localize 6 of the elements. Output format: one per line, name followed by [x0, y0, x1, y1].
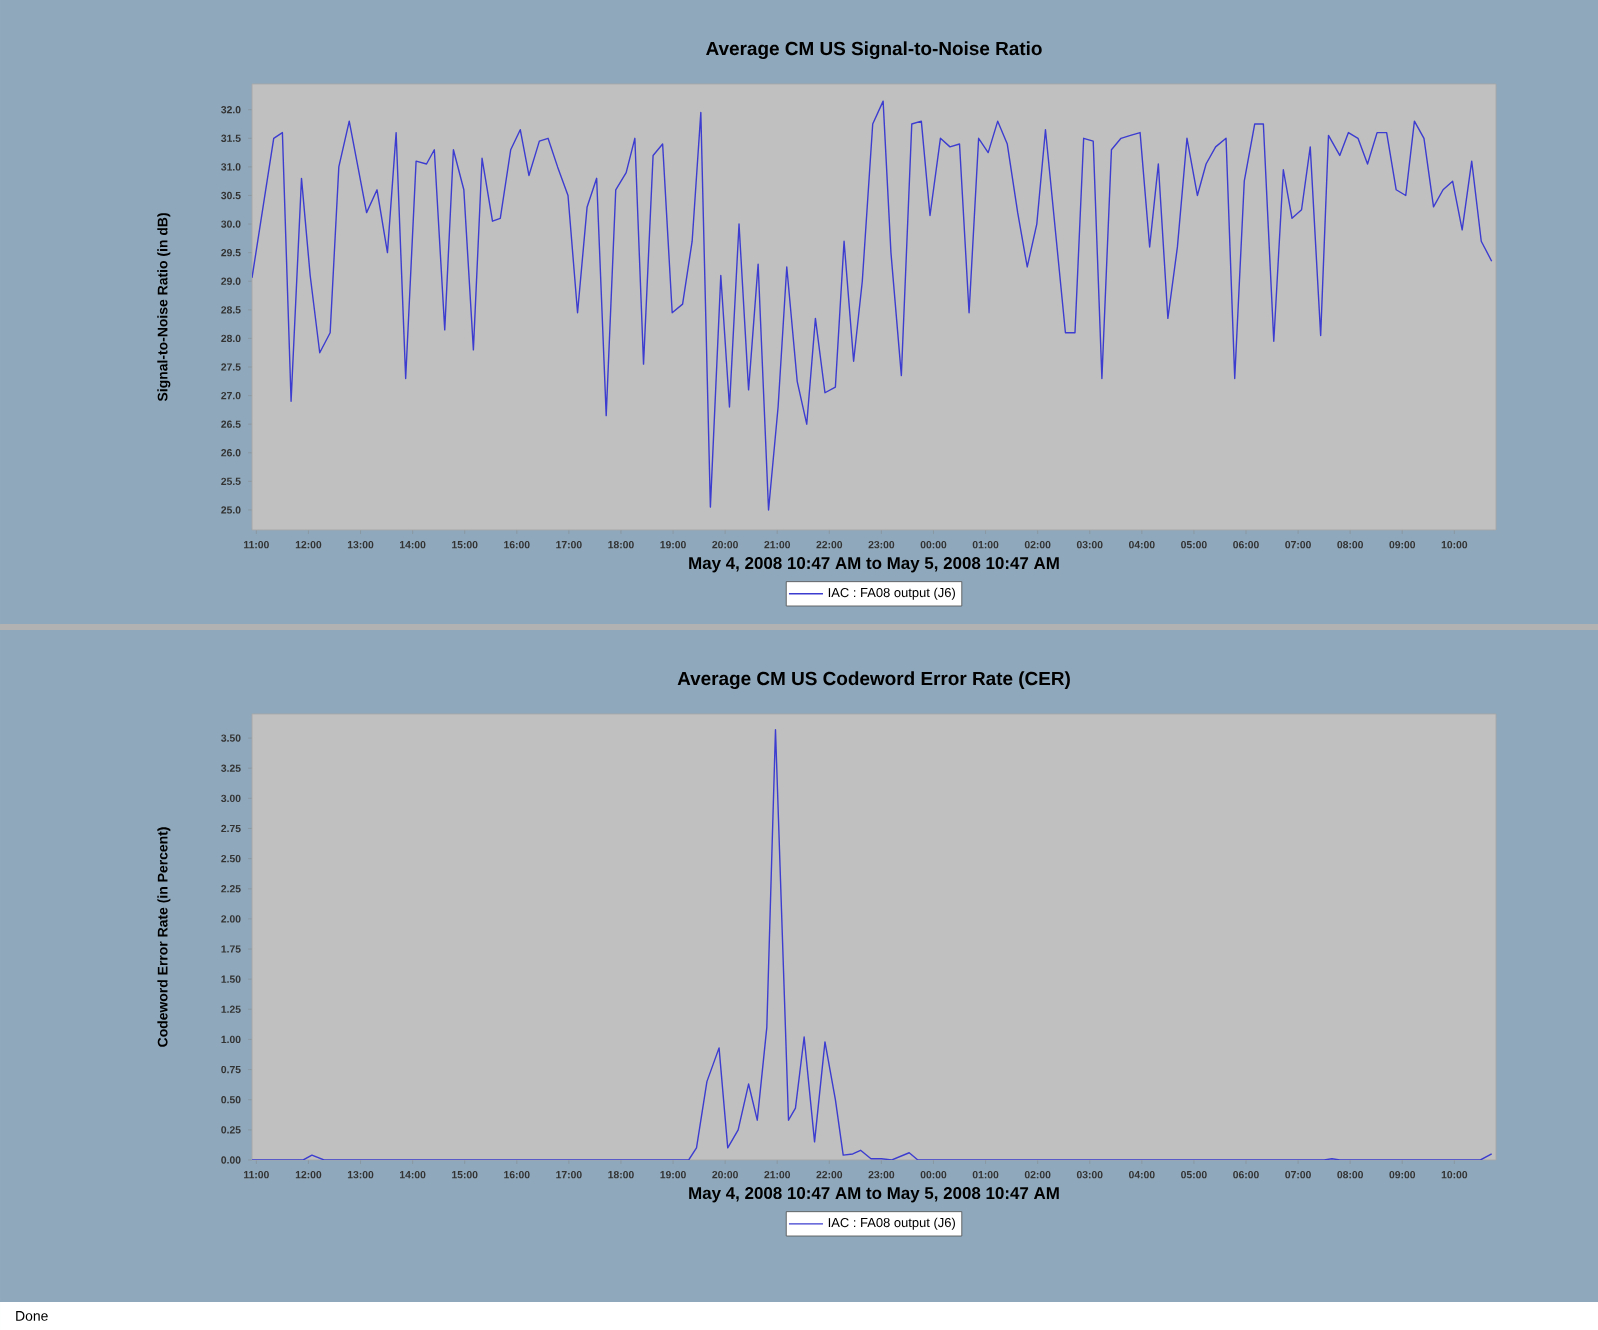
line-series [252, 100, 1493, 511]
x-axis-title: May 4, 2008 10:47 AM to May 5, 2008 10:47 AM [689, 557, 1059, 573]
chart-title: Average CM US Codeword Error Rate (CER) [677, 671, 1070, 689]
line-series [252, 728, 1493, 1160]
chart-title: Average CM US Signal-to-Noise Ratio [706, 41, 1042, 59]
x-axis-title: May 4, 2008 10:47 AM to May 5, 2008 10:47 AM [689, 1187, 1059, 1203]
